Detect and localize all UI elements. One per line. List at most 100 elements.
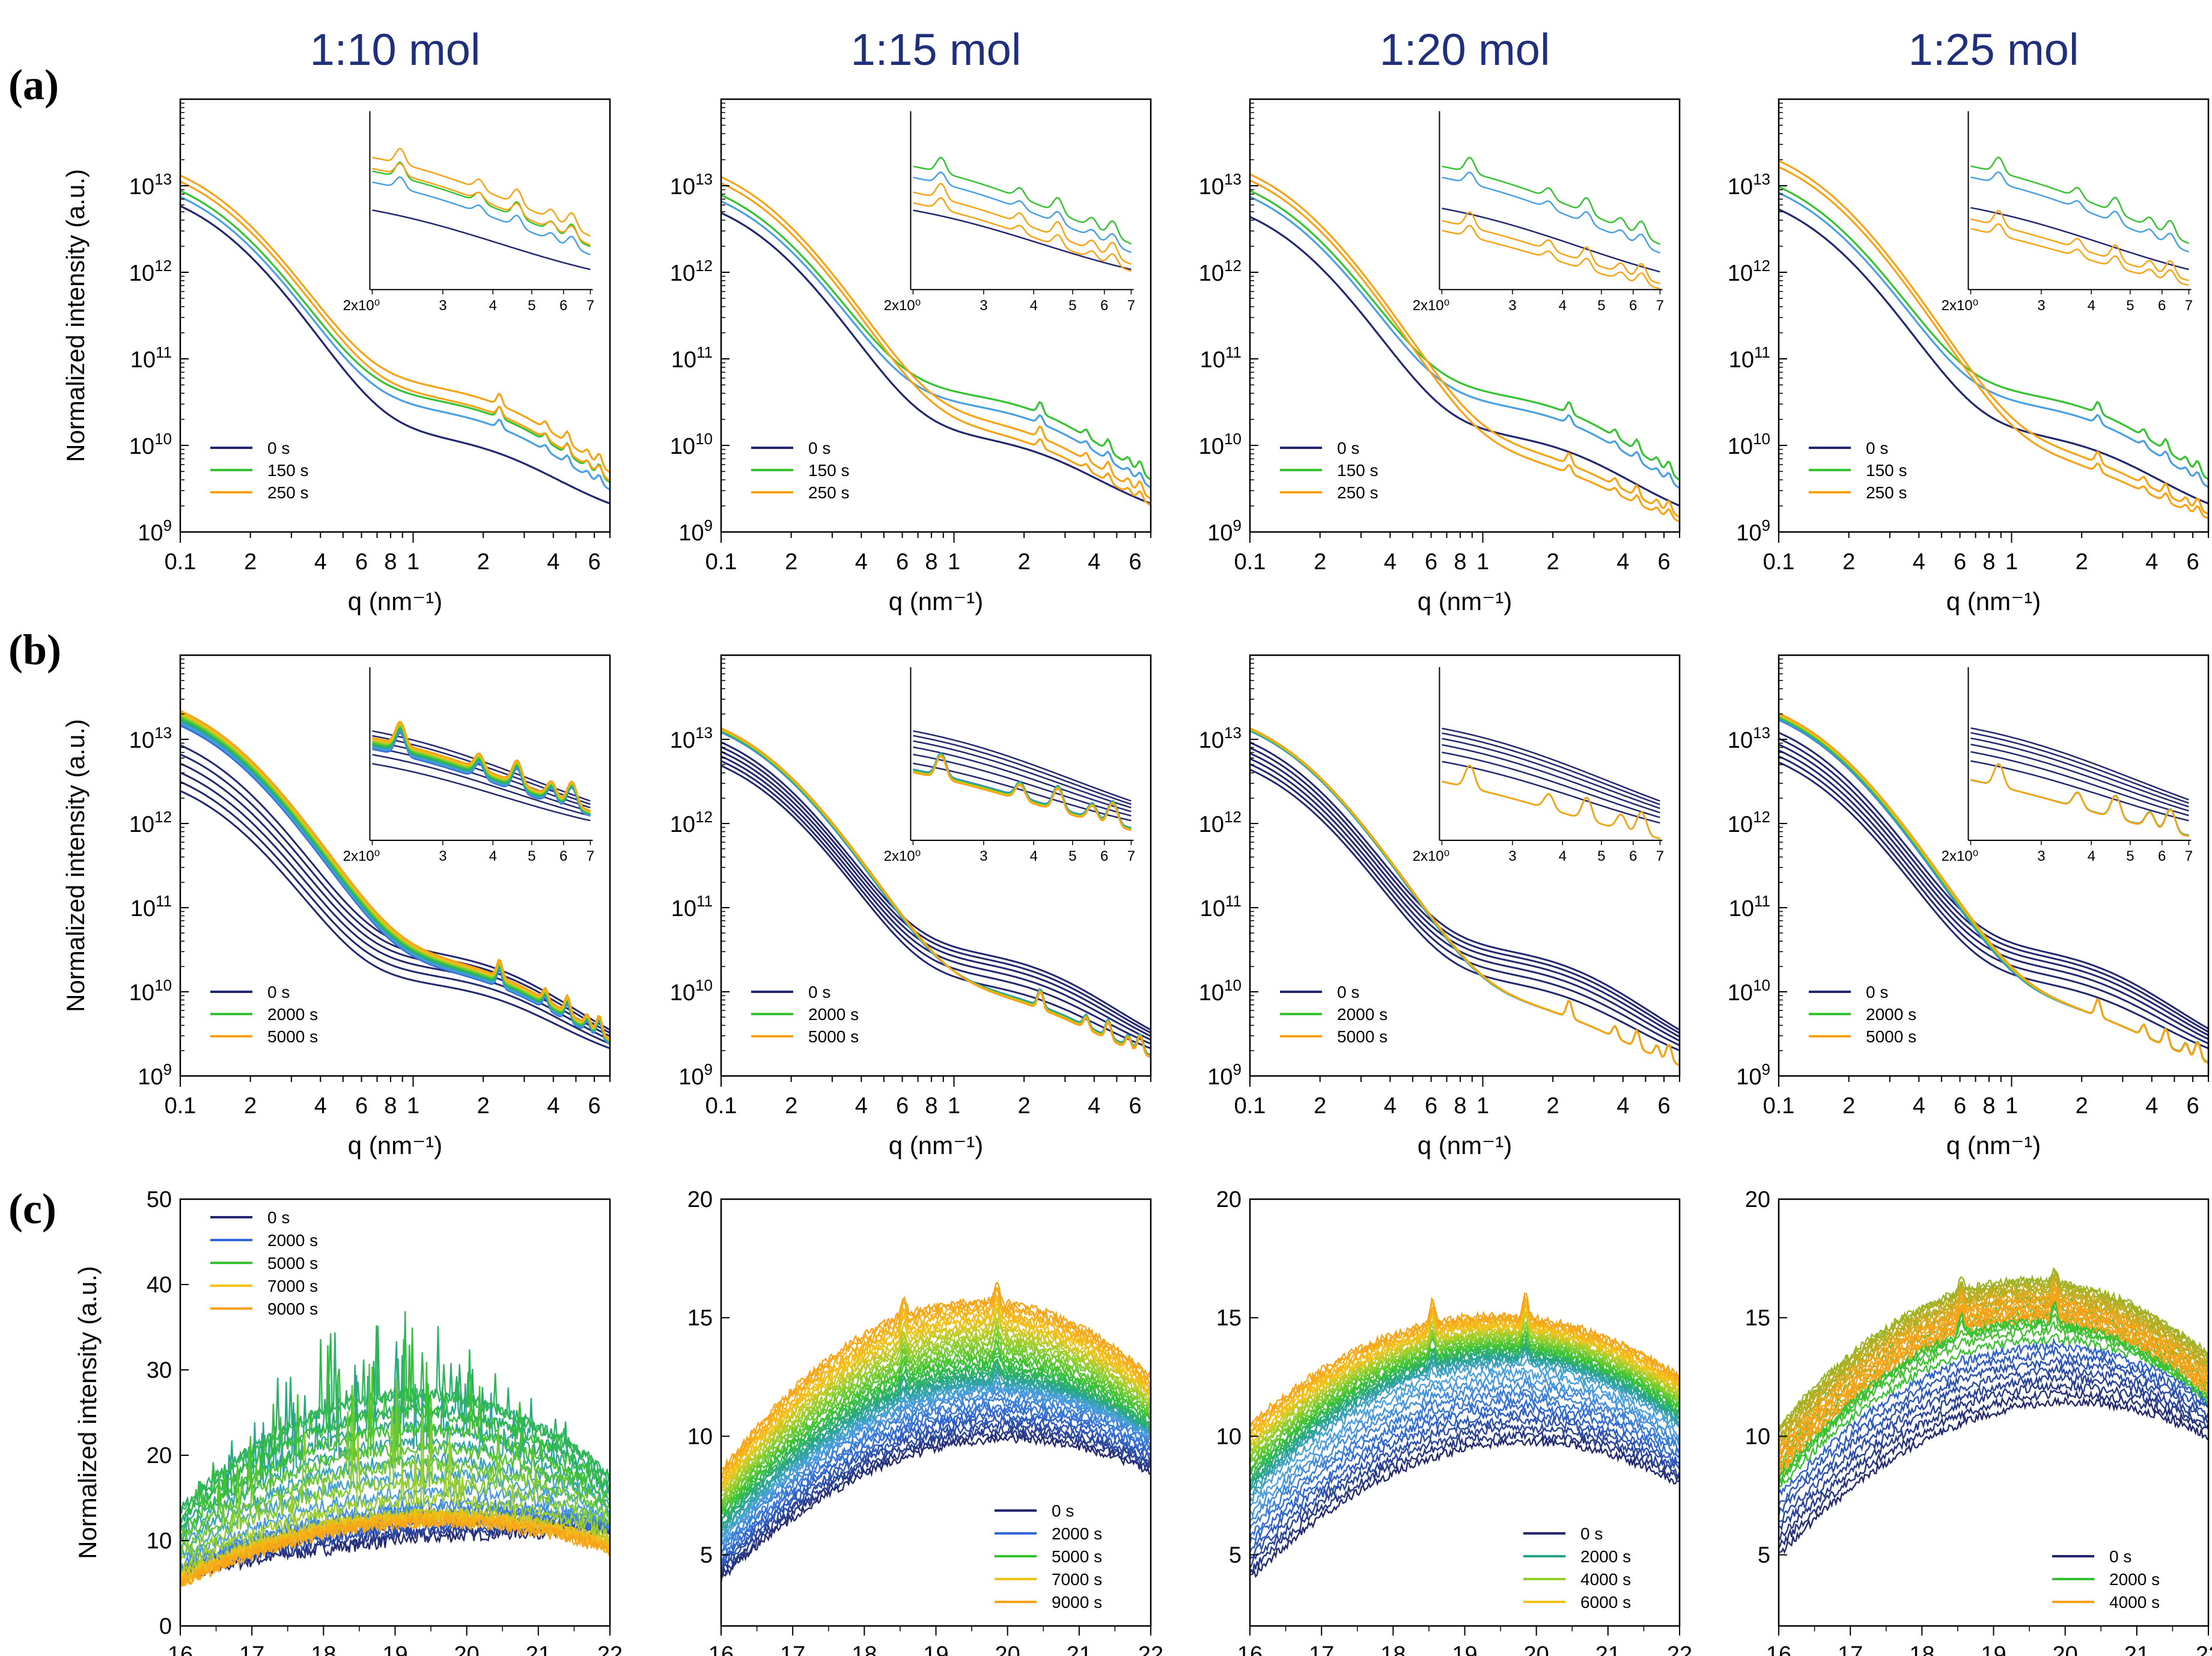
inset-x-tick-label: 4 (2088, 298, 2095, 314)
plot-frame (179, 654, 611, 1077)
inset-series-line (372, 721, 591, 812)
x-tick-label: 8 (384, 1093, 397, 1119)
series-group (180, 174, 610, 505)
inset-series-line (1970, 751, 2189, 816)
legend-label: 150 s (1866, 461, 1907, 480)
legend-label: 5000 s (267, 1254, 318, 1273)
row-label: (c) (8, 1185, 56, 1233)
series-line (180, 753, 610, 1034)
inset-series-group (372, 721, 591, 822)
x-tick-label: 4 (1913, 1093, 1925, 1119)
series-line (180, 710, 610, 1040)
legend-label: 2000 s (1580, 1547, 1631, 1566)
legend-label: 0 s (808, 439, 830, 457)
inset-x-tick-label: 7 (1127, 298, 1135, 314)
series-line (1250, 752, 1680, 1038)
series-line (1779, 1372, 2208, 1531)
inset-x-tick-label: 7 (1656, 848, 1664, 864)
legend-label: 2000 s (808, 1005, 859, 1024)
series-line (721, 1321, 1151, 1497)
y-tick-label: 15 (1216, 1306, 1242, 1331)
series-line (180, 781, 610, 1045)
y-tick-label: 15 (687, 1306, 713, 1331)
y-tick-label: 1011 (130, 343, 172, 373)
inset-bg (1963, 667, 2192, 840)
legend-label: 2000 s (267, 1231, 318, 1250)
inset-x-tick-label: 3 (980, 848, 987, 864)
series-line (1779, 1346, 2208, 1506)
series-line (1250, 1300, 1680, 1432)
x-tick-label: 2 (1018, 549, 1031, 575)
x-tick-label: 4 (2145, 1093, 2158, 1119)
series-group (180, 710, 610, 1050)
x-tick-label: 8 (1982, 549, 1995, 575)
x-tick-label: 2 (1842, 549, 1855, 575)
x-tick-label: 21 (1595, 1642, 1621, 1656)
y-tick-label: 1012 (129, 257, 172, 286)
legend-label: 0 s (1580, 1524, 1603, 1543)
y-tick-label: 1013 (670, 724, 713, 753)
series-line (721, 727, 1151, 1059)
y-tick-label: 30 (147, 1358, 172, 1383)
y-tick-label: 10 (1745, 1424, 1770, 1449)
x-tick-label: 19 (382, 1642, 407, 1656)
x-tick-label: 19 (1981, 1642, 2006, 1656)
y-tick-label: 109 (678, 516, 713, 546)
x-tick-label: 20 (995, 1642, 1020, 1656)
inset: 2x10⁰ 3 4 5 6 7 (1413, 111, 1664, 314)
x-tick-label: 21 (1067, 1642, 1092, 1656)
x-tick-label: 2 (1314, 549, 1326, 575)
y-tick-label: 20 (1745, 1187, 1770, 1212)
inset-x-tick-label: 5 (1068, 848, 1076, 864)
series-line (721, 212, 1151, 505)
y-tick-label: 10 (1216, 1424, 1242, 1449)
legend-label: 5000 s (808, 1027, 859, 1046)
inset-series-line (372, 754, 591, 817)
inset-x-tick-label: 6 (1100, 848, 1108, 864)
inset-series-line (913, 740, 1132, 808)
x-tick-label: 22 (1667, 1642, 1692, 1656)
x-tick-label: 1 (1476, 549, 1489, 575)
x-tick-label: 16 (1237, 1642, 1263, 1656)
x-tick-label: 18 (852, 1642, 877, 1656)
series-line (180, 1405, 610, 1565)
x-tick-label: 6 (2186, 549, 2199, 575)
inset-series-group (1970, 727, 2189, 837)
series-group (721, 1282, 1151, 1583)
legend-label: 0 s (267, 1208, 290, 1227)
inset-series-line (1442, 738, 1660, 810)
inset-x-tick-label: 2x10⁰ (1942, 298, 1979, 314)
series-line (1250, 1357, 1680, 1503)
legend-label: 9000 s (267, 1300, 318, 1318)
x-tick-label: 2 (2076, 549, 2088, 575)
series-line (721, 176, 1151, 500)
inset-x-tick-label: 2x10⁰ (884, 298, 921, 314)
y-tick-label: 1013 (1728, 170, 1770, 200)
inset-series-line (913, 197, 1132, 272)
inset-x-tick-label: 7 (2185, 848, 2193, 864)
x-tick-label: 4 (1384, 1093, 1397, 1119)
x-tick-label: 0.1 (705, 549, 737, 575)
series-line (1779, 1286, 2208, 1456)
x-tick-label: 4 (314, 549, 327, 575)
series-line (721, 182, 1151, 506)
inset-series-line (372, 162, 591, 246)
inset-series-line (913, 730, 1132, 802)
x-tick-label: 0.1 (165, 1093, 197, 1119)
inset-series-line (1442, 764, 1660, 840)
series-line (1250, 1430, 1680, 1575)
x-tick-label: 2 (477, 549, 490, 575)
plot-frame (1778, 654, 2210, 1077)
column-title: 1:20 mol (1380, 25, 1550, 75)
inset-series-line (372, 209, 591, 270)
legend-label: 2000 s (1052, 1524, 1102, 1543)
x-tick-label: 21 (526, 1642, 551, 1656)
series-line (721, 1318, 1151, 1493)
x-tick-label: 1 (407, 1093, 419, 1119)
x-axis-label: q (nm⁻¹) (348, 1131, 443, 1160)
y-tick-label: 1011 (130, 892, 172, 921)
inset-series-line (1970, 223, 2189, 286)
x-tick-label: 2 (2076, 1093, 2088, 1119)
